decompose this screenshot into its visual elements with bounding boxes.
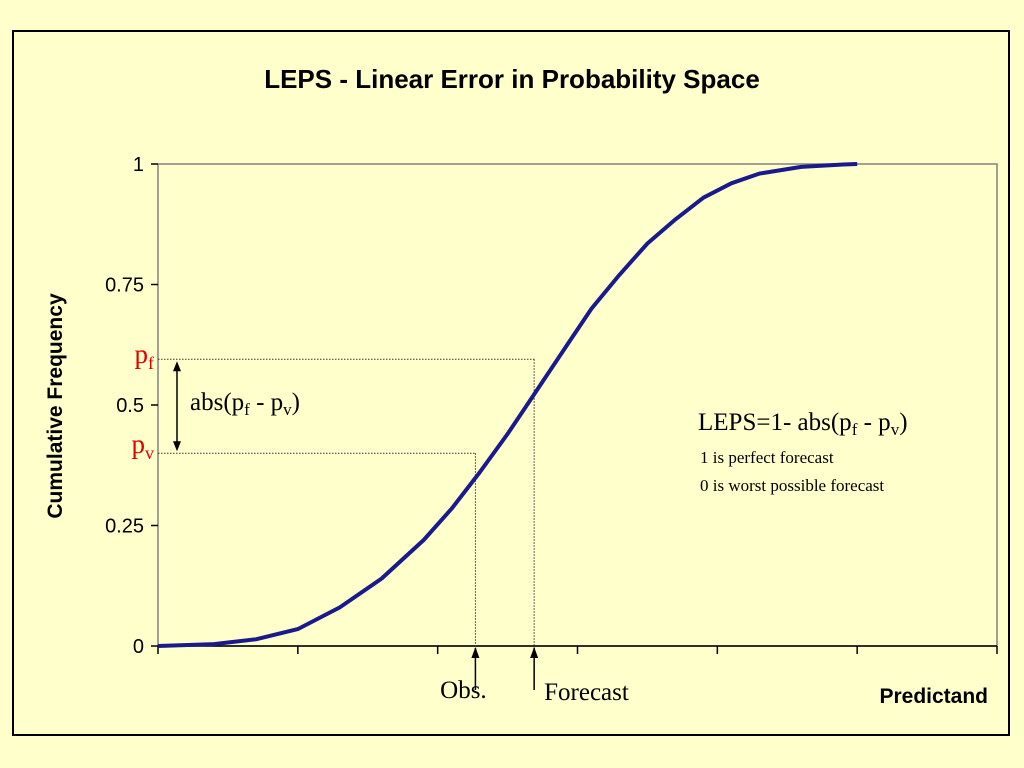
y-axis: 0 0.25 0.5 0.75 1: [105, 154, 158, 658]
y-tick-label: 0.5: [116, 395, 144, 417]
annotation-layer: pf pv abs(pf - pv) LEPS=1- abs(pf - pv) …: [132, 339, 908, 706]
leps-note-worst: 0 is worst possible forecast: [700, 476, 884, 495]
chart-title: LEPS - Linear Error in Probability Space: [264, 64, 760, 94]
forecast-arrow-head: [530, 647, 539, 658]
y-tick-label: 0.25: [105, 516, 144, 538]
pv-base: p: [132, 429, 146, 459]
guide-lines: [158, 358, 539, 690]
x-axis: [157, 645, 998, 654]
x-axis-title: Predictand: [879, 685, 988, 708]
cdf-curve: [157, 162, 858, 648]
pv-sub: v: [145, 443, 154, 463]
plot-area: [157, 163, 998, 647]
y-axis-title: Cumulative Frequency: [44, 293, 67, 519]
forecast-label: Forecast: [544, 679, 629, 706]
abs-difference-label: abs(pf - pv): [190, 389, 300, 419]
leps-formula: LEPS=1- abs(pf - pv): [698, 409, 908, 439]
obs-arrow-head: [471, 647, 480, 658]
pf-sub: f: [148, 353, 154, 373]
chart-frame: LEPS - Linear Error in Probability Space…: [12, 30, 1010, 736]
pf-base: p: [135, 339, 149, 369]
y-tick-label: 0.75: [105, 275, 144, 297]
obs-label: Obs.: [440, 677, 487, 704]
pv-label: pv: [132, 429, 155, 463]
leps-note-perfect: 1 is perfect forecast: [700, 448, 834, 467]
chart-svg: LEPS - Linear Error in Probability Space…: [44, 64, 998, 708]
series-layer: [157, 162, 858, 648]
pf-label: pf: [135, 339, 155, 373]
difference-arrow-head-bottom: [173, 441, 181, 452]
y-tick-label: 0: [133, 636, 144, 658]
difference-arrow-head-top: [173, 361, 181, 372]
y-tick-label: 1: [133, 154, 144, 176]
